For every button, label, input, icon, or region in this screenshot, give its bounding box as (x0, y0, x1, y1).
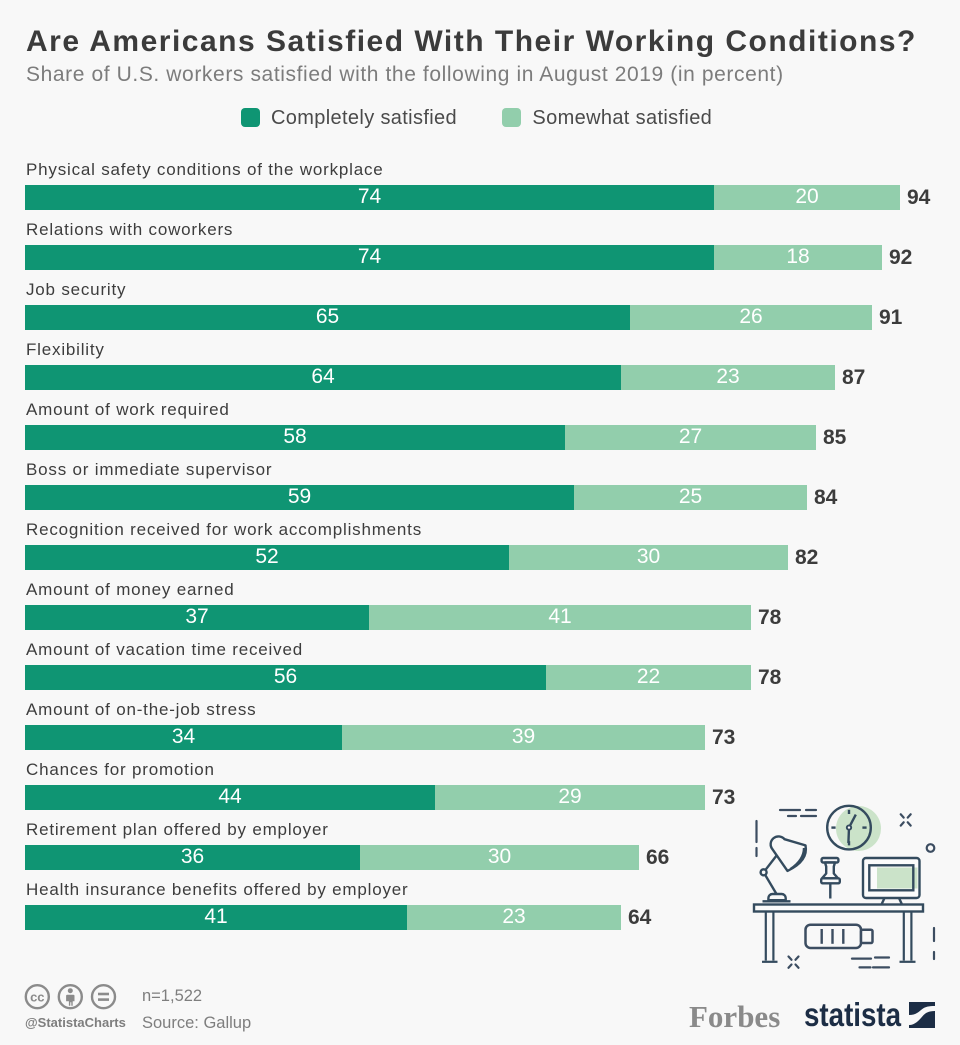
svg-text:cc: cc (30, 989, 44, 1004)
